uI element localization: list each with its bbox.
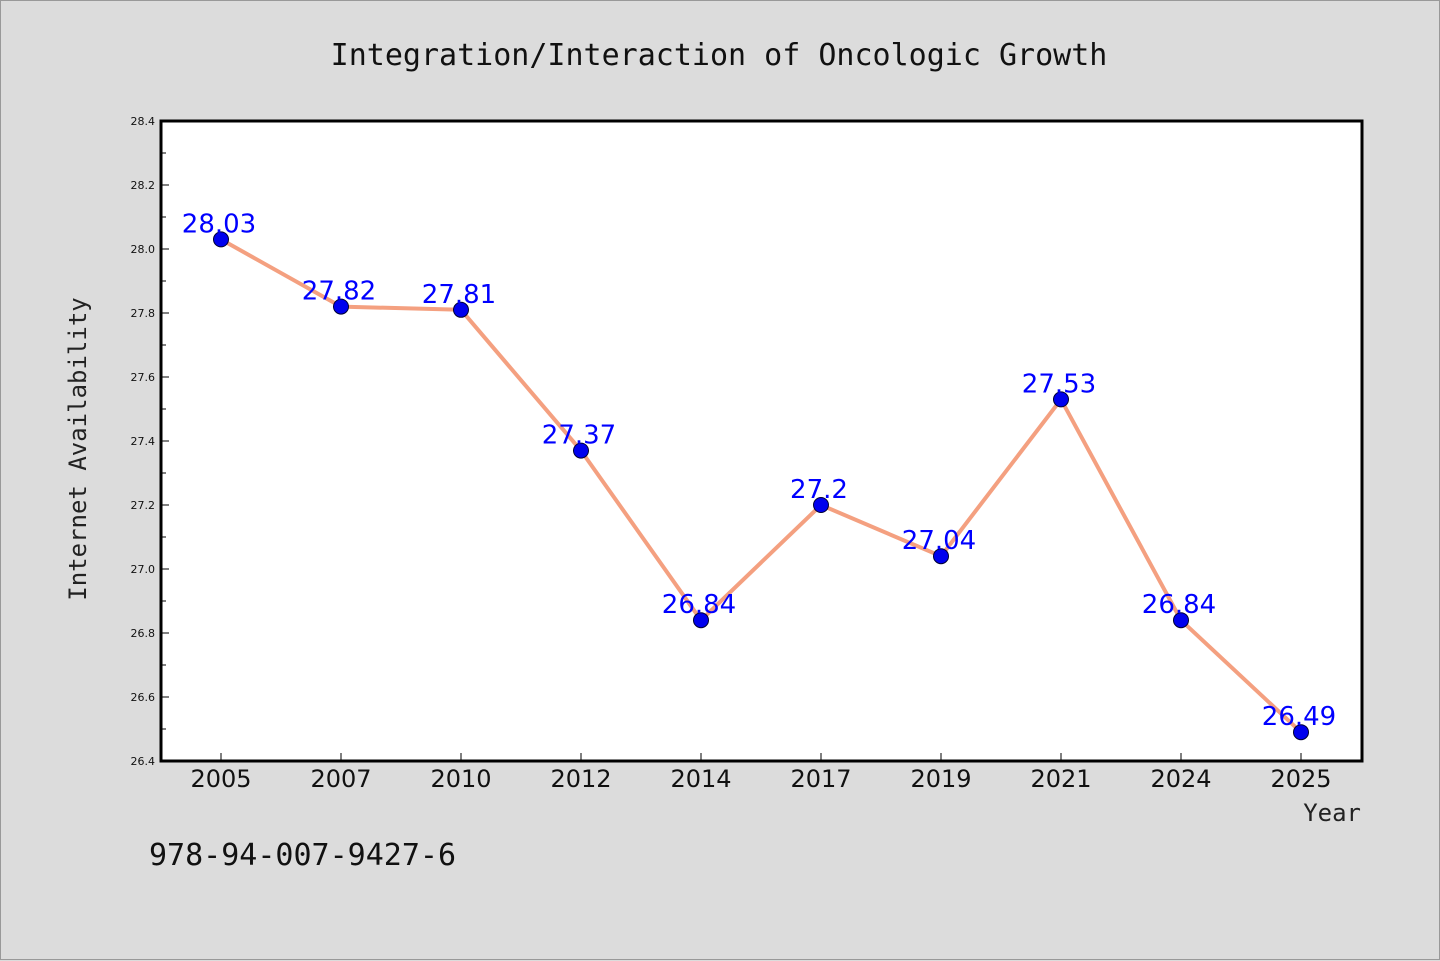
x-axis: 2005 2007 2010 2012 2014 2017 2019 2021 2024 2025: [190, 753, 1332, 793]
y-tick-label: 28.0: [131, 243, 156, 256]
data-label: 27.81: [422, 280, 496, 310]
y-tick-label: 26.4: [131, 755, 156, 768]
x-tick-label: 2024: [1150, 765, 1211, 793]
x-tick-label: 2007: [310, 765, 371, 793]
y-axis-label: Internet Availability: [64, 297, 92, 600]
x-tick-label: 2017: [790, 765, 851, 793]
data-label: 27.82: [302, 277, 376, 307]
x-tick-label: 2021: [1030, 765, 1091, 793]
data-label: 27.04: [902, 526, 976, 556]
data-point-marker: [1053, 391, 1069, 408]
y-tick-label: 28.4: [131, 115, 156, 128]
footer-isbn-text: 978-94-007-9427-6: [149, 838, 456, 873]
data-label: 27.53: [1022, 369, 1096, 399]
data-point-marker: [1173, 612, 1189, 629]
y-tick-label: 27.2: [131, 499, 156, 512]
x-tick-label: 2010: [430, 765, 491, 793]
series-line: [220, 237, 1303, 734]
y-tick-label: 27.4: [131, 435, 156, 448]
x-axis-label: Year: [1303, 799, 1361, 827]
x-tick-label: 2025: [1270, 765, 1331, 793]
data-point-marker: [1293, 724, 1309, 741]
x-tick-label: 2012: [550, 765, 611, 793]
y-tick-label: 27.0: [131, 563, 156, 576]
data-label: 26.49: [1262, 702, 1336, 732]
data-label: 28.03: [182, 209, 256, 239]
data-point-marker: [453, 301, 469, 318]
y-tick-label: 27.8: [131, 307, 156, 320]
data-label: 26.84: [1142, 590, 1216, 620]
plot-area: [159, 119, 1364, 763]
data-label: 27.37: [542, 421, 616, 451]
x-tick-label: 2014: [670, 765, 731, 793]
data-point-marker: [573, 442, 589, 459]
data-point-marker: [693, 612, 709, 629]
data-point-marker: [213, 231, 229, 248]
y-tick-label: 26.6: [131, 691, 156, 704]
data-point-marker: [933, 548, 949, 565]
y-tick-label: 28.2: [131, 179, 156, 192]
y-tick-label: 26.8: [131, 627, 156, 640]
y-tick-label: 27.6: [131, 371, 156, 384]
data-point-marker: [333, 298, 349, 315]
data-point-marker: [813, 497, 829, 513]
y-axis: 26.4 26.6 26.8 27.0 27.2 27.4 27.6 27.8 28.0 28.2…: [131, 115, 169, 768]
x-tick-label: 2005: [190, 765, 251, 793]
x-tick-label: 2019: [910, 765, 971, 793]
data-label: 26.84: [662, 590, 736, 620]
data-label: 27.2: [790, 475, 848, 505]
chart-title: Integration/Interaction of Oncologic Gro…: [331, 38, 1108, 73]
series-line-group: 28.03 27.82 27.81 27.37 26.84 27.2 27.04 27.53 2…: [182, 209, 1336, 741]
